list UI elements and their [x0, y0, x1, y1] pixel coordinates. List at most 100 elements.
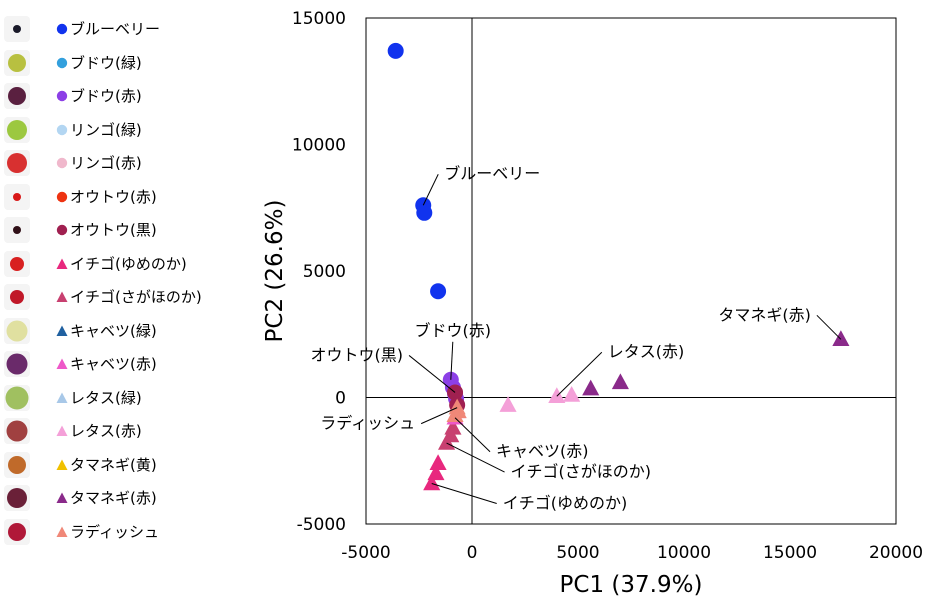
x-tick-label: 0 — [467, 543, 478, 563]
circle-marker-icon — [56, 157, 68, 169]
produce-photo-icon — [4, 116, 30, 143]
produce-photo-icon — [4, 49, 30, 76]
x-axis-title: PC1 (37.9%) — [560, 572, 703, 598]
annotation-label: イチゴ(ゆめのか) — [503, 494, 627, 513]
legend-label: ブドウ(緑) — [70, 53, 142, 72]
produce-photo-icon — [4, 217, 30, 243]
data-point — [582, 379, 600, 396]
legend-label: オウトウ(赤) — [70, 187, 157, 206]
annotation-leader — [450, 341, 454, 380]
annotation-label: タマネギ(赤) — [718, 305, 811, 324]
legend-item: レタス(緑) — [0, 383, 260, 413]
y-tick-label: 10000 — [292, 136, 346, 156]
legend-label: イチゴ(さがほのか) — [70, 288, 202, 306]
annotation-leader — [556, 351, 603, 397]
legend-item: オウトウ(黒) — [0, 215, 260, 245]
legend-label: キャベツ(赤) — [70, 355, 157, 373]
x-tick-label: 10000 — [657, 543, 711, 563]
triangle-marker-icon — [56, 425, 68, 436]
x-tick-label: 5000 — [556, 543, 599, 563]
data-point — [423, 474, 441, 491]
data-point — [427, 464, 445, 481]
legend-label: キャベツ(緑) — [70, 321, 157, 340]
legend-label: イチゴ(ゆめのか) — [70, 254, 187, 273]
triangle-marker-icon — [56, 258, 68, 269]
circle-marker-icon — [56, 90, 68, 102]
data-point — [416, 204, 433, 221]
legend-item: オウトウ(赤) — [0, 182, 260, 212]
produce-photo-icon — [4, 183, 30, 210]
triangle-marker-icon — [56, 291, 68, 302]
legend-item: ラディッシュ — [0, 517, 260, 547]
annotation-label: ブドウ(赤) — [415, 321, 492, 340]
produce-photo-icon — [4, 250, 30, 277]
legend-label: オウトウ(黒) — [70, 221, 157, 239]
data-point — [387, 42, 404, 59]
produce-photo-icon — [4, 284, 30, 310]
triangle-marker-icon — [56, 526, 68, 537]
circle-marker-icon — [56, 23, 68, 35]
annotation-label: ブルーベリー — [444, 164, 540, 183]
legend-item: タマネギ(黄) — [0, 450, 260, 480]
annotation-label: レタス(赤) — [608, 342, 685, 361]
y-tick-label: 15000 — [292, 9, 346, 29]
triangle-marker-icon — [56, 492, 68, 503]
circle-marker-icon — [56, 57, 68, 68]
legend-item: イチゴ(さがほのか) — [0, 282, 260, 312]
produce-photo-icon — [4, 418, 30, 444]
legend-item: タマネギ(赤) — [0, 483, 260, 513]
y-axis-title: PC2 (26.6%) — [262, 200, 288, 343]
data-point — [449, 402, 467, 419]
data-point — [430, 283, 447, 300]
annotation-label: イチゴ(さがほのか) — [511, 462, 652, 481]
legend-label: レタス(赤) — [70, 422, 142, 440]
triangle-marker-icon — [56, 325, 68, 336]
legend-label: リンゴ(緑) — [70, 120, 142, 139]
produce-photo-icon — [4, 317, 30, 344]
data-point — [444, 418, 462, 435]
annotation-leader — [420, 407, 458, 425]
annotation-leader — [446, 442, 505, 473]
circle-marker-icon — [56, 191, 68, 202]
annotation-label: ラディッシュ — [320, 414, 415, 433]
produce-photo-icon — [4, 451, 30, 478]
produce-photo-icon — [4, 83, 30, 109]
data-point — [832, 330, 850, 347]
produce-photo-icon — [4, 384, 30, 411]
legend-item: ブドウ(赤) — [0, 81, 260, 111]
legend-label: ブドウ(赤) — [70, 87, 142, 105]
annotation-leader — [408, 355, 456, 393]
annotation-label: オウトウ(黒) — [311, 345, 404, 364]
legend-label: ラディッシュ — [70, 522, 159, 541]
legend-label: タマネギ(赤) — [70, 489, 157, 507]
data-point — [563, 385, 581, 402]
produce-photo-icon — [4, 518, 30, 545]
y-tick-label: -5000 — [297, 515, 346, 535]
produce-photo-icon — [4, 351, 30, 377]
legend-label: レタス(緑) — [70, 388, 142, 407]
legend-item: ブドウ(緑) — [0, 48, 260, 78]
x-tick-label: 20000 — [869, 543, 923, 563]
triangle-marker-icon — [56, 392, 68, 403]
legend-label: タマネギ(黄) — [70, 455, 157, 474]
annotation-leader — [454, 417, 491, 453]
legend-label: リンゴ(赤) — [70, 154, 142, 172]
annotation-label: キャベツ(赤) — [496, 442, 589, 461]
data-point — [548, 387, 566, 403]
legend-item: キャベツ(赤) — [0, 349, 260, 379]
data-point — [499, 396, 517, 412]
legend-item: イチゴ(ゆめのか) — [0, 249, 260, 279]
x-tick-label: -5000 — [341, 543, 390, 563]
triangle-marker-icon — [56, 459, 68, 470]
annotation-leader — [431, 483, 497, 504]
annotation-leader — [816, 314, 842, 340]
y-tick-label: 5000 — [303, 262, 346, 282]
legend-label: ブルーベリー — [70, 20, 161, 38]
plot-frame — [365, 17, 897, 525]
circle-marker-icon — [56, 224, 68, 236]
circle-marker-icon — [56, 124, 68, 135]
y-tick-label: 0 — [335, 389, 346, 409]
legend-item: リンゴ(緑) — [0, 115, 260, 145]
legend-item: リンゴ(赤) — [0, 148, 260, 178]
